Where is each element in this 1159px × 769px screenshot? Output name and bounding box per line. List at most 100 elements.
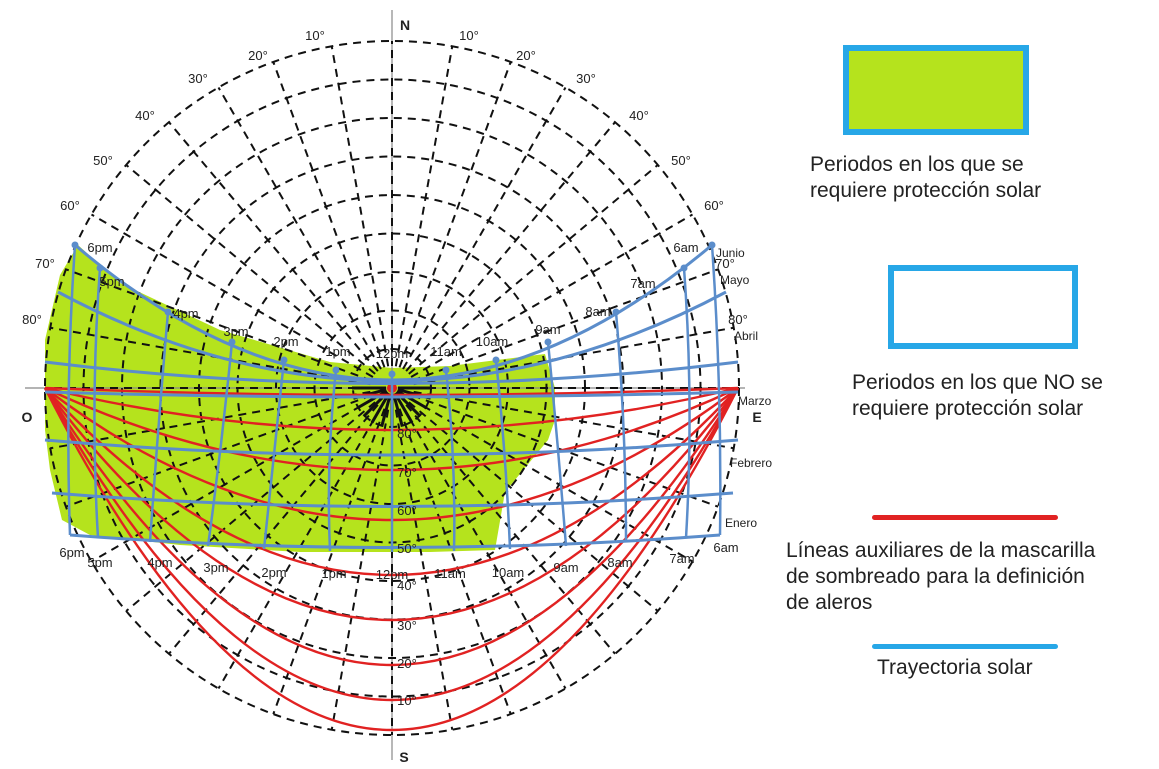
azimuth-line [413, 326, 734, 386]
altitude-label-upper-left: 30° [188, 71, 208, 86]
legend-line: de aleros [786, 591, 873, 614]
altitude-label-upper-right: 50° [671, 153, 691, 168]
azimuth-line [90, 213, 374, 378]
hour-label-lower: 12pm [376, 567, 409, 582]
azimuth-line [330, 409, 390, 730]
legend-swatch-no-shade [888, 265, 1078, 349]
sun-path-point [71, 241, 79, 249]
sun-path-point [164, 308, 172, 316]
legend-text-mask-lines: Líneas auxiliares de la mascarilla de so… [786, 538, 1095, 616]
hour-line [93, 267, 102, 539]
hour-label-upper: 5pm [99, 274, 124, 289]
sun-path-point [332, 366, 340, 374]
hour-label-upper: 9am [535, 322, 560, 337]
altitude-label-upper-right: 70° [715, 256, 735, 271]
legend-line: Periodos en los que se [810, 153, 1024, 176]
month-label: Junio [716, 246, 745, 260]
hour-line [546, 341, 568, 547]
hour-line [710, 244, 722, 536]
hour-line [262, 359, 286, 550]
azimuth-line [272, 61, 386, 368]
hour-label-upper: 3pm [223, 324, 248, 339]
azimuth-line [217, 86, 382, 370]
azimuth-line [405, 404, 616, 655]
hour-label-upper: 11am [430, 344, 462, 359]
hour-line [682, 267, 691, 539]
altitude-label-upper-right: 30° [576, 71, 596, 86]
hour-line [444, 369, 456, 552]
azimuth-line [168, 404, 379, 655]
altitude-label-lower: 80° [397, 426, 417, 441]
azimuth-line [398, 408, 512, 715]
altitude-label-lower: 50° [397, 541, 417, 556]
azimuth-line [402, 406, 567, 690]
hour-label-upper: 6pm [87, 240, 112, 255]
mask-line [43, 387, 740, 701]
azimuth-line [402, 86, 567, 370]
hour-label-upper: 12pm [376, 346, 409, 361]
hour-line [67, 244, 77, 536]
hour-label-lower: 3pm [203, 560, 228, 575]
altitude-label-lower: 70° [397, 465, 417, 480]
legend-line: Líneas auxiliares de la mascarilla [786, 539, 1096, 562]
hour-label-lower: 5pm [87, 555, 112, 570]
hour-label-lower: 9am [553, 560, 578, 575]
hour-label-lower: 4pm [147, 555, 172, 570]
mask-line [43, 387, 740, 732]
azimuth-line [125, 401, 376, 612]
legend-text-shade-required: Periodos en los que se requiere protecci… [810, 152, 1041, 204]
legend-line: requiere protección solar [852, 397, 1084, 420]
center-spoke [392, 393, 404, 428]
azimuth-line [50, 390, 371, 450]
center-spoke [380, 393, 392, 428]
altitude-circle [313, 309, 471, 467]
month-label: Mayo [720, 273, 750, 287]
altitude-label-upper-left: 40° [135, 108, 155, 123]
month-label: Marzo [738, 394, 772, 408]
hour-label-lower: 10am [492, 565, 525, 580]
hour-label-lower: 6pm [59, 545, 84, 560]
hour-label-upper: 2pm [273, 334, 298, 349]
sun-path-point [228, 338, 236, 346]
label-north: N [400, 17, 410, 33]
altitude-label-lower: 60° [397, 503, 417, 518]
legend-text-sun-path: Trayectoria solar [877, 655, 1033, 681]
azimuth-line [413, 390, 734, 450]
altitude-label-upper-left: 10° [305, 28, 325, 43]
label-east: E [752, 409, 761, 425]
hour-label-upper: 1pm [325, 344, 350, 359]
month-label: Febrero [730, 456, 772, 470]
sun-path-point [708, 241, 716, 249]
legend-line: Periodos en los que NO se [852, 371, 1103, 394]
altitude-label-upper-left: 50° [93, 153, 113, 168]
legend-text-no-shade: Periodos en los que NO se requiere prote… [852, 370, 1103, 422]
azimuth-line [50, 326, 371, 386]
azimuth-line [410, 213, 694, 378]
altitude-label-lower: 20° [397, 656, 417, 671]
azimuth-line [272, 408, 386, 715]
legend-line: de sombreado para la definición [786, 565, 1085, 588]
hour-line [206, 341, 234, 547]
altitude-label-upper-right: 60° [704, 198, 724, 213]
sun-path-point [96, 264, 104, 272]
hour-label-upper: 10am [476, 334, 509, 349]
legend-swatch-sun-path [872, 644, 1058, 649]
azimuth-line [394, 409, 454, 730]
hour-label-lower: 11am [434, 566, 466, 581]
altitude-label-upper-left: 60° [60, 198, 80, 213]
altitude-label-upper-right: 20° [516, 48, 536, 63]
sun-path-point [612, 308, 620, 316]
altitude-label-upper-right: 80° [728, 312, 748, 327]
shade-region-lower [45, 388, 555, 552]
azimuth-line [394, 46, 454, 367]
sun-path-point [492, 356, 500, 364]
altitude-label-lower: 10° [397, 693, 417, 708]
azimuth-line [168, 121, 379, 372]
altitude-label-upper-left: 80° [22, 312, 42, 327]
hour-label-upper: 4pm [173, 306, 198, 321]
azimuth-line [65, 268, 372, 382]
sun-path-diagram: N S E O 10° 10° 20° 20° 30° 30° 40° 40° 50° 50° 60° 60°… [22, 10, 772, 765]
hour-line [614, 311, 628, 543]
hour-label-lower: 1pm [321, 566, 346, 581]
azimuth-line [217, 406, 382, 690]
